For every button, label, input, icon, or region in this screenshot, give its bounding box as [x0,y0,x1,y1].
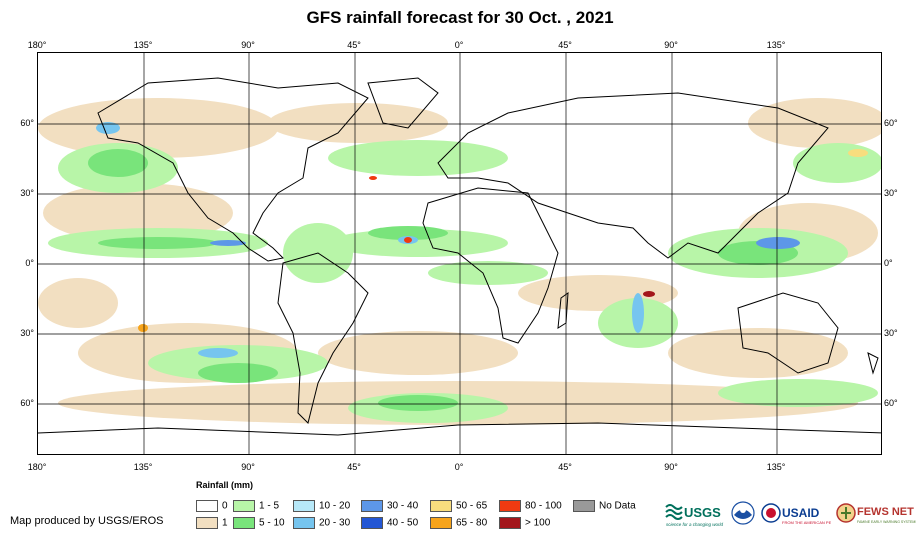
lat-tick-right: 30° [884,188,898,198]
coastlines [38,77,881,436]
lat-tick-right: 30° [884,328,898,338]
lat-tick-right: 0° [884,258,893,268]
legend-item: No Data [573,500,636,512]
usaid-tagline: FROM THE AMERICAN PEOPLE [782,520,831,525]
fewsnet-logo: FEWS NET FAMINE EARLY WARNING SYSTEMS NE… [836,501,920,529]
lat-tick-left: 30° [20,328,34,338]
noaa-logo [731,501,755,529]
fewsnet-wordmark: FEWS NET [857,506,914,518]
legend-label: 65 - 80 [456,517,488,529]
usgs-tagline: science for a changing world [666,522,724,527]
legend-item: 65 - 80 [430,517,487,529]
legend-label: 10 - 20 [319,500,351,512]
legend-item: 20 - 30 [293,517,350,529]
legend-label: 1 - 5 [259,500,280,512]
legend-label: > 100 [525,517,551,529]
legend-swatch [361,517,383,529]
lat-tick-right: 60° [884,398,898,408]
map-title: GFS rainfall forecast for 30 Oct. , 2021 [306,8,614,27]
legend-item: 5 - 10 [233,517,285,529]
legend-swatch [233,517,255,529]
rainfall-map-svg [38,53,881,454]
lon-tick-bottom: 45° [347,462,361,472]
legend-swatch [196,500,218,512]
legend-item: > 100 [499,517,550,529]
lon-tick-top: 0° [454,40,464,50]
legend-item: 40 - 50 [361,517,418,529]
usgs-logo: USGS science for a changing world [664,501,728,529]
lon-tick-bottom: 135° [766,462,786,472]
lon-tick-bottom: 90° [241,462,255,472]
legend-swatch [361,500,383,512]
lon-tick-bottom: 180° [27,462,47,472]
lat-tick-left: 60° [20,398,34,408]
legend-swatch [293,517,315,529]
legend-label: 40 - 50 [387,517,419,529]
legend-label: 0 [222,500,228,512]
lon-tick-bottom: 135° [133,462,153,472]
lon-tick-bottom: 0° [454,462,464,472]
fewsnet-tagline: FAMINE EARLY WARNING SYSTEMS NETWORK [857,520,916,524]
legend-label: 30 - 40 [387,500,419,512]
legend-item: 80 - 100 [499,500,562,512]
legend-item: 0 [196,500,228,512]
legend-item: 1 - 5 [233,500,279,512]
legend-label: 20 - 30 [319,517,351,529]
lon-tick-top: 45° [347,40,361,50]
lat-tick-right: 60° [884,118,898,128]
legend-label: 1 [222,517,228,529]
legend-swatch [430,500,452,512]
legend-item: 30 - 40 [361,500,418,512]
usaid-wordmark: USAID [782,506,820,520]
lat-tick-left: 30° [20,188,34,198]
rainfall-map [37,52,882,455]
usaid-logo: USAID FROM THE AMERICAN PEOPLE [761,501,842,529]
legend-swatch [196,517,218,529]
lon-tick-top: 90° [664,40,678,50]
legend-label: 80 - 100 [525,500,562,512]
lon-tick-top: 135° [133,40,153,50]
legend-item: 1 [196,517,228,529]
legend-label: 5 - 10 [259,517,285,529]
legend-label: No Data [599,500,636,512]
legend-label: 50 - 65 [456,500,488,512]
lon-tick-bottom: 90° [664,462,678,472]
legend-swatch [233,500,255,512]
lon-tick-top: 180° [27,40,47,50]
lat-tick-left: 0° [25,258,34,268]
legend-swatch [573,500,595,512]
lon-tick-top: 45° [558,40,572,50]
legend-item: 50 - 65 [430,500,487,512]
legend-swatch [430,517,452,529]
legend-item: 10 - 20 [293,500,350,512]
map-credit: Map produced by USGS/EROS [10,515,164,527]
lon-tick-top: 135° [766,40,786,50]
lon-tick-top: 90° [241,40,255,50]
usgs-wordmark: USGS [684,505,721,520]
lat-tick-left: 60° [20,118,34,128]
legend-title: Rainfall (mm) [196,480,254,490]
legend-swatch [293,500,315,512]
lon-tick-bottom: 45° [558,462,572,472]
rainfall-fields [38,98,881,425]
legend-swatch [499,517,521,529]
legend-swatch [499,500,521,512]
